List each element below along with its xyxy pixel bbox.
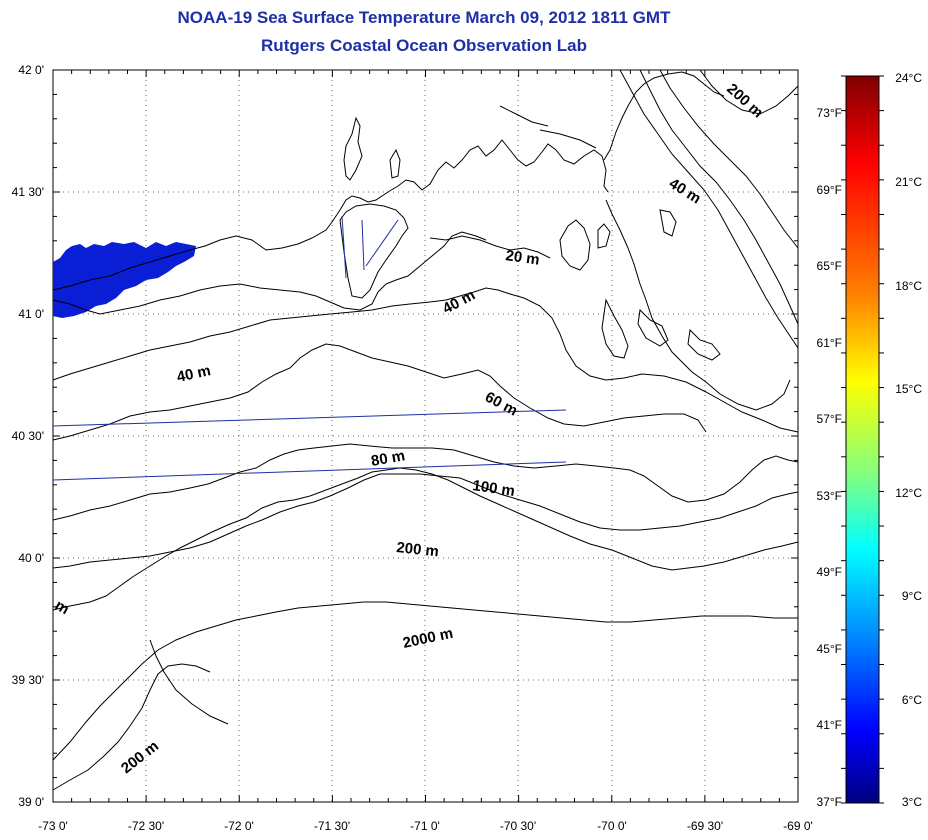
celsius-label: 24°C — [895, 71, 922, 85]
fahrenheit-label: 41°F — [817, 718, 842, 732]
lon-label: -72 30' — [128, 819, 164, 833]
fahrenheit-label: 57°F — [817, 412, 842, 426]
lat-label: 39 30' — [12, 673, 44, 687]
lat-label: 40 30' — [12, 429, 44, 443]
color-scale-ticks — [841, 75, 884, 804]
lat-label: 41 30' — [12, 185, 44, 199]
celsius-label: 9°C — [902, 589, 922, 603]
lon-label: -70 30' — [500, 819, 536, 833]
sst-data-patch — [53, 242, 196, 318]
fahrenheit-label: 69°F — [817, 183, 842, 197]
fahrenheit-label: 53°F — [817, 489, 842, 503]
lon-label: -69 0' — [783, 819, 813, 833]
lon-label: -73 0' — [38, 819, 68, 833]
lon-label: -71 0' — [410, 819, 440, 833]
bathymetry-contours — [52, 69, 799, 791]
latitude-axis: 42 0' 41 30' 41 0' 40 30' 40 0' 39 30' 3… — [12, 63, 44, 809]
celsius-label: 12°C — [895, 486, 922, 500]
map-subtitle: Rutgers Coastal Ocean Observation Lab — [261, 36, 587, 55]
celsius-label: 21°C — [895, 175, 922, 189]
map-title: NOAA-19 Sea Surface Temperature March 09… — [177, 8, 671, 27]
longitude-axis: -73 0' -72 30' -72 0' -71 30' -71 0' -70… — [38, 819, 813, 833]
contour-label-20m: 20 m — [504, 247, 540, 269]
color-scale-bar — [845, 75, 880, 804]
fahrenheit-label: 73°F — [817, 106, 842, 120]
lon-label: -69 30' — [687, 819, 723, 833]
frame-ticks — [52, 69, 799, 803]
celsius-scale: 24°C 21°C 18°C 15°C 12°C 9°C 6°C 3°C — [895, 71, 922, 809]
lat-label: 39 0' — [18, 795, 44, 809]
contour-label-40m-b: 40 m — [175, 362, 212, 386]
lat-label: 40 0' — [18, 551, 44, 565]
fahrenheit-label: 49°F — [817, 565, 842, 579]
lon-label: -71 30' — [314, 819, 350, 833]
fahrenheit-label: 65°F — [817, 259, 842, 273]
lat-label: 42 0' — [18, 63, 44, 77]
scan-lines — [52, 215, 567, 481]
lon-label: -72 0' — [224, 819, 254, 833]
fahrenheit-label: 45°F — [817, 642, 842, 656]
lat-label: 41 0' — [18, 307, 44, 321]
fahrenheit-label: 37°F — [817, 795, 842, 809]
contour-label-200m-a: 200 m — [396, 539, 440, 560]
coastline — [52, 71, 791, 411]
celsius-label: 6°C — [902, 693, 922, 707]
celsius-label: 15°C — [895, 382, 922, 396]
celsius-label: 3°C — [902, 795, 922, 809]
graticule — [53, 70, 798, 802]
celsius-label: 18°C — [895, 279, 922, 293]
lon-label: -70 0' — [597, 819, 627, 833]
contour-label-100m: 100 m — [471, 477, 515, 500]
contour-label-80m: 80 m — [370, 447, 407, 470]
fahrenheit-label: 61°F — [817, 336, 842, 350]
fahrenheit-scale: 73°F 69°F 65°F 61°F 57°F 53°F 49°F 45°F … — [817, 106, 842, 809]
